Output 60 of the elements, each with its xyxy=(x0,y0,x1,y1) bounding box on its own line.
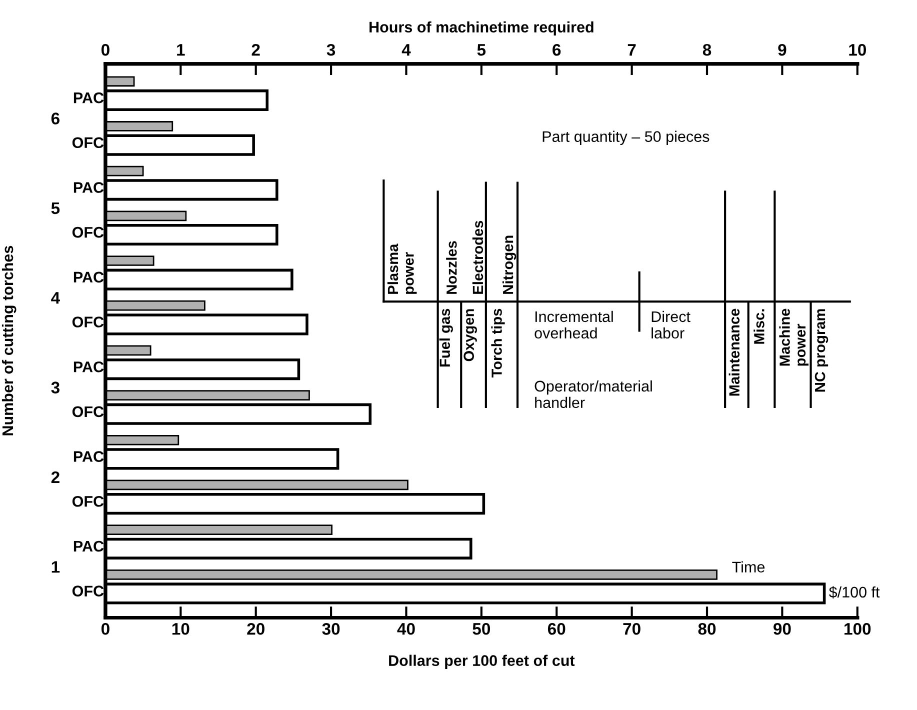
text: 1 xyxy=(52,561,60,573)
x-tick-label: 100 xyxy=(844,623,871,635)
annotation: Part quantity – 50 pieces xyxy=(542,130,710,146)
y-tick-label: OFC xyxy=(72,316,104,328)
y-tick-label: OFC xyxy=(72,226,104,238)
y-tick-label: PAC xyxy=(74,272,104,283)
x-tick-label: 40 xyxy=(397,623,415,635)
x2-tick-label: 5 xyxy=(477,44,486,56)
y-tick-label: PAC xyxy=(74,540,104,552)
x-tick-label: 10 xyxy=(172,623,190,635)
x2-axis-title: Hours of machinetime required xyxy=(370,21,594,36)
annotation: NC program xyxy=(814,309,828,392)
annotation: Plasma power xyxy=(387,244,417,294)
annotation: Machine power xyxy=(779,308,808,366)
text: 6 xyxy=(51,112,60,124)
annotation: Oxygen xyxy=(464,309,477,362)
text: 3 xyxy=(51,382,60,394)
x-axis-title: Dollars per 100 feet of cut xyxy=(389,654,575,670)
series-label: $/100 ft xyxy=(828,586,880,598)
annotation: Maintenance xyxy=(728,308,740,396)
annotation: Nitrogen xyxy=(502,236,516,294)
x-tick-label: 70 xyxy=(623,623,640,635)
annotation: Electrodes xyxy=(472,220,484,294)
annotation: Incremental overhead xyxy=(534,310,613,339)
x2-tick-label: 0 xyxy=(101,44,110,56)
annotation: Operator/material handler xyxy=(534,380,652,408)
series-label: Time xyxy=(732,561,765,572)
x2-tick-label: 8 xyxy=(702,44,712,56)
annotation: Nozzles xyxy=(446,241,457,294)
x2-tick-label: 7 xyxy=(628,44,636,56)
y-tick-label: PAC xyxy=(74,92,104,104)
x2-tick-label: 4 xyxy=(402,44,411,56)
annotation: Fuel gas xyxy=(439,308,453,366)
x2-tick-label: 1 xyxy=(177,44,185,56)
x-tick-label: 20 xyxy=(247,623,264,635)
y-tick-label: PAC xyxy=(74,182,104,193)
x-tick-label: 80 xyxy=(698,623,716,635)
text: 2 xyxy=(51,471,60,483)
x2-tick-label: 2 xyxy=(252,44,260,56)
y-tick-label: PAC xyxy=(74,361,104,372)
annotation: Misc. xyxy=(754,309,764,344)
y-tick-label: OFC xyxy=(72,406,104,418)
y-tick-label: OFC xyxy=(72,496,104,507)
y-tick-label: OFC xyxy=(72,586,104,596)
x-tick-label: 0 xyxy=(101,623,110,635)
x-tick-label: 30 xyxy=(322,623,340,635)
x2-tick-label: 10 xyxy=(849,44,866,56)
text: 4 xyxy=(51,292,60,304)
x-tick-label: 50 xyxy=(472,623,490,635)
text: 5 xyxy=(51,202,60,214)
annotation: Torch tips xyxy=(491,308,505,378)
x-tick-label: 90 xyxy=(774,623,791,635)
annotation: Direct labor xyxy=(652,310,690,339)
y-axis-title: Number of cutting torches xyxy=(2,246,16,436)
x-tick-label: 60 xyxy=(548,623,566,635)
x2-tick-label: 9 xyxy=(778,44,786,56)
y-tick-label: PAC xyxy=(74,451,104,462)
x2-tick-label: 3 xyxy=(326,44,336,56)
y-tick-label: OFC xyxy=(72,137,104,148)
x2-tick-label: 6 xyxy=(552,44,561,56)
